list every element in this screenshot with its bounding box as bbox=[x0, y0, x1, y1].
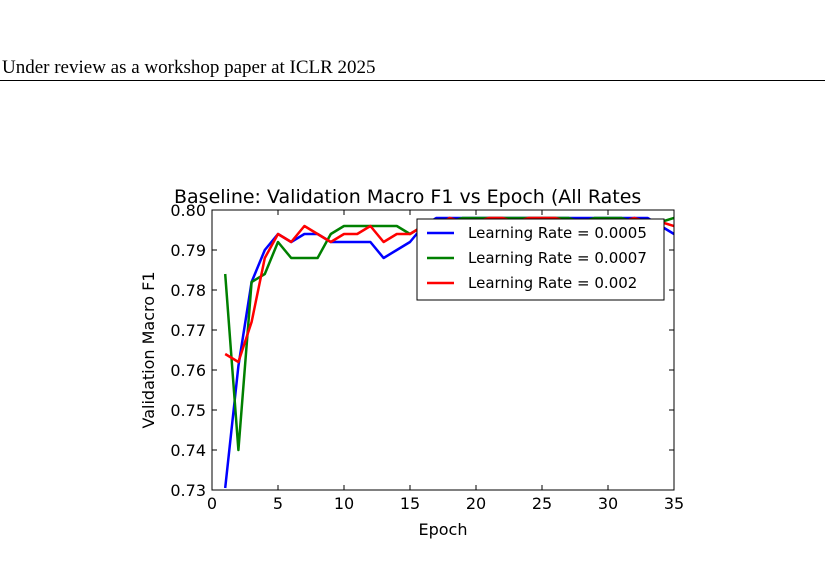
page-header: Under review as a workshop paper at ICLR… bbox=[2, 57, 376, 78]
x-tick-label: 0 bbox=[207, 494, 217, 513]
y-tick-label: 0.76 bbox=[170, 361, 206, 380]
y-tick-label: 0.73 bbox=[170, 481, 206, 500]
y-tick-label: 0.79 bbox=[170, 241, 206, 260]
x-tick-label: 10 bbox=[334, 494, 354, 513]
x-axis-label: Epoch bbox=[419, 520, 468, 539]
y-tick-label: 0.77 bbox=[170, 321, 206, 340]
x-tick-label: 30 bbox=[598, 494, 618, 513]
legend-label-3: Learning Rate = 0.002 bbox=[468, 274, 637, 292]
legend-box bbox=[416, 218, 665, 301]
y-tick-label: 0.78 bbox=[170, 281, 206, 300]
chart-title: Baseline: Validation Macro F1 vs Epoch (… bbox=[174, 186, 641, 208]
legend: Learning Rate = 0.0005 Learning Rate = 0.… bbox=[416, 218, 665, 301]
header-rule bbox=[0, 80, 825, 81]
x-tick-label: 35 bbox=[664, 494, 684, 513]
x-tick-label: 15 bbox=[400, 494, 420, 513]
y-tick-label: 0.74 bbox=[170, 441, 206, 460]
plot-frame bbox=[211, 209, 675, 491]
y-tick-label: 0.80 bbox=[170, 201, 206, 220]
legend-label-2: Learning Rate = 0.0007 bbox=[468, 249, 647, 267]
x-tick-label: 5 bbox=[273, 494, 283, 513]
y-tick-label: 0.75 bbox=[170, 401, 206, 420]
x-tick-label: 25 bbox=[532, 494, 552, 513]
x-tick-label: 20 bbox=[466, 494, 486, 513]
legend-label-1: Learning Rate = 0.0005 bbox=[468, 224, 647, 242]
y-axis-label: Validation Macro F1 bbox=[139, 272, 158, 429]
